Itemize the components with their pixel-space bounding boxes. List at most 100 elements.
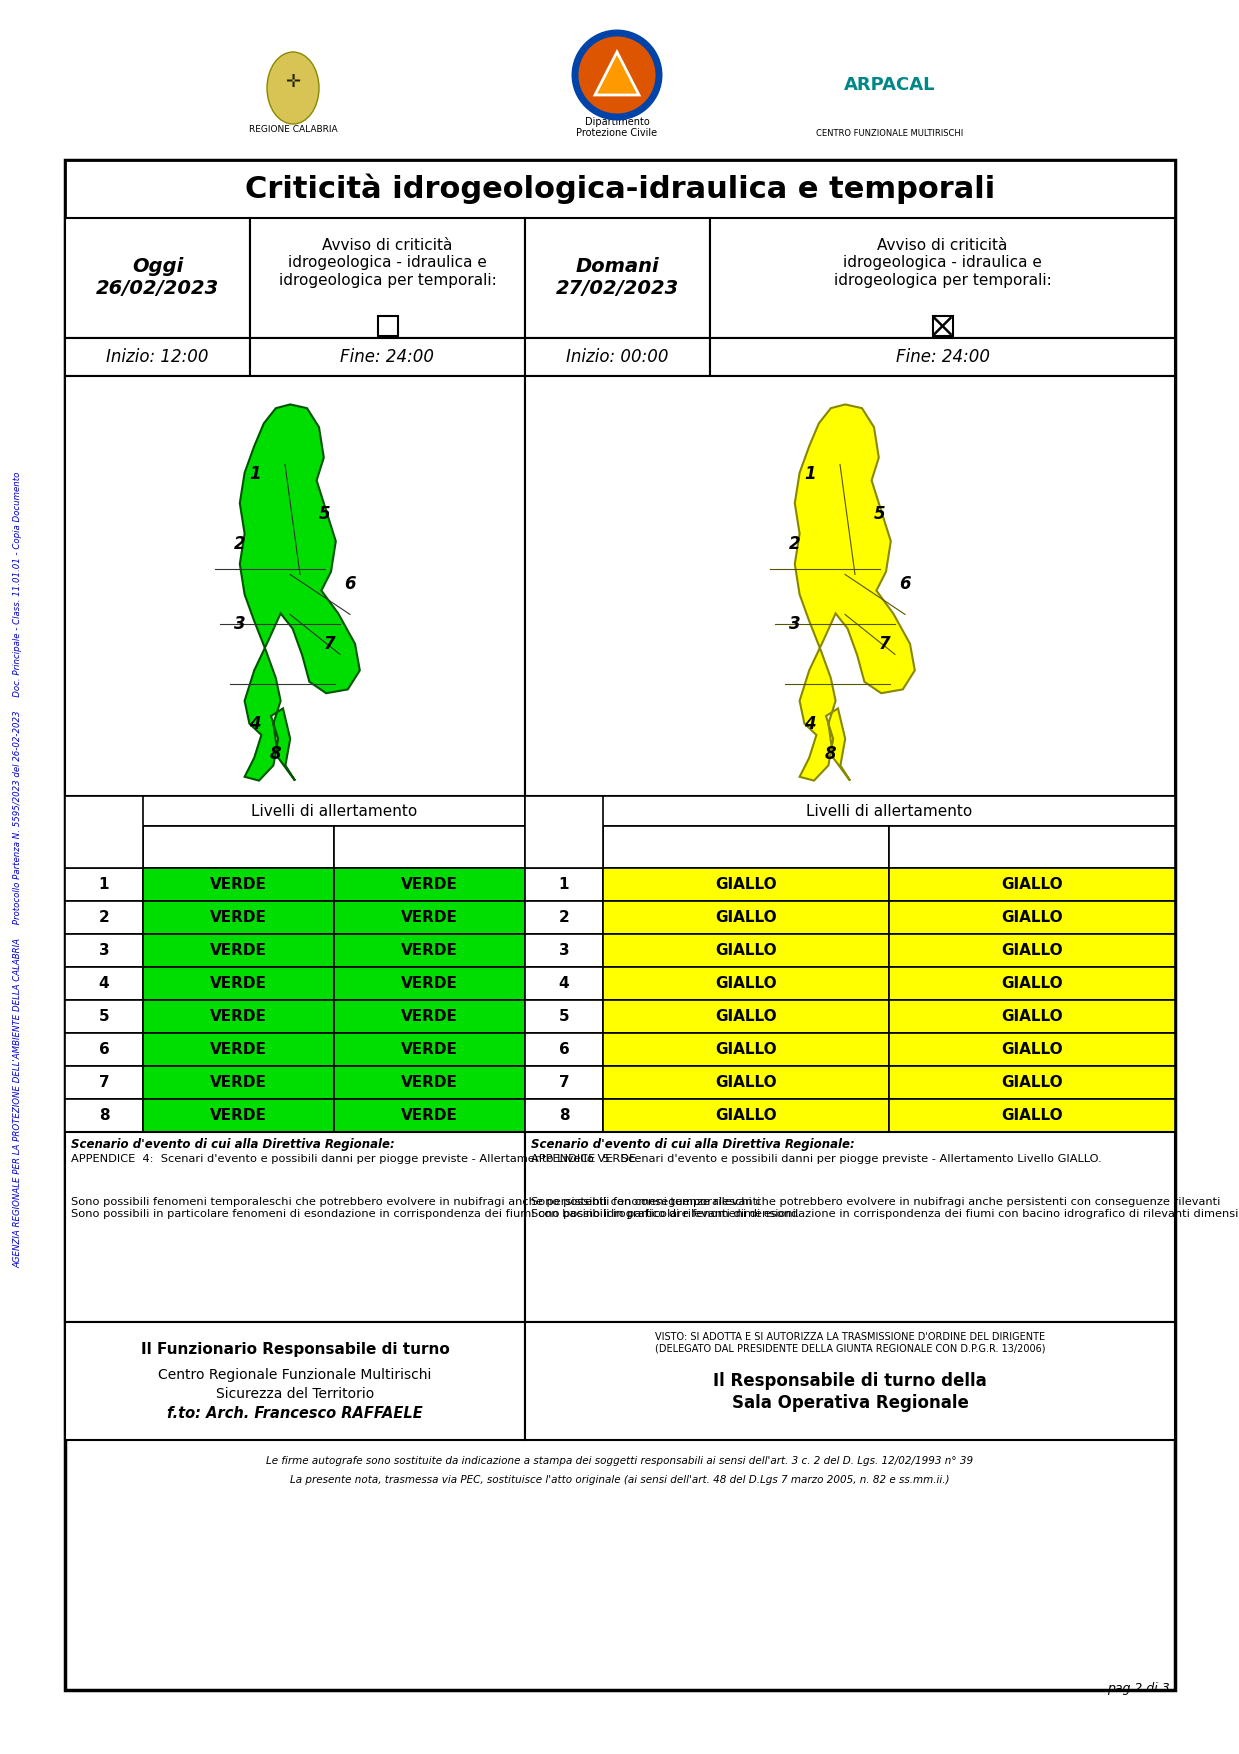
Polygon shape xyxy=(595,53,639,95)
Bar xyxy=(64,160,1175,217)
Text: Idrogeologico
Idraulico: Idrogeologico Idraulico xyxy=(987,833,1077,861)
Bar xyxy=(933,316,953,337)
Text: VERDE: VERDE xyxy=(211,877,266,893)
Bar xyxy=(335,933,525,966)
Text: 7: 7 xyxy=(325,635,336,654)
Bar xyxy=(64,1131,525,1323)
Text: ZONA: ZONA xyxy=(82,824,126,838)
Text: Sono possibili fenomeni temporaleschi che potrebbero evolvere in nubifragi anche: Sono possibili fenomeni temporaleschi ch… xyxy=(71,1196,799,1219)
Circle shape xyxy=(581,39,653,111)
Bar xyxy=(142,1066,335,1100)
Text: VERDE: VERDE xyxy=(401,1042,458,1058)
Text: GIALLO: GIALLO xyxy=(1001,975,1063,991)
Bar xyxy=(525,217,710,339)
Bar xyxy=(142,1033,335,1066)
Text: ZONA: ZONA xyxy=(541,824,586,838)
Text: 8: 8 xyxy=(824,745,836,763)
Text: 1: 1 xyxy=(99,877,109,893)
Text: 5: 5 xyxy=(559,1009,569,1024)
Text: 1: 1 xyxy=(804,465,815,484)
Text: pag 2 di 3: pag 2 di 3 xyxy=(1108,1682,1170,1694)
Text: 8: 8 xyxy=(559,1109,569,1123)
Text: Oggi
26/02/2023: Oggi 26/02/2023 xyxy=(95,258,219,298)
Text: Livelli di allertamento: Livelli di allertamento xyxy=(250,803,418,819)
Bar xyxy=(64,933,142,966)
Bar xyxy=(525,1033,603,1066)
Text: CENTRO FUNZIONALE MULTIRISCHI: CENTRO FUNZIONALE MULTIRISCHI xyxy=(817,128,964,137)
Text: VERDE: VERDE xyxy=(211,1042,266,1058)
Text: 7: 7 xyxy=(880,635,891,654)
Text: Il Funzionario Responsabile di turno: Il Funzionario Responsabile di turno xyxy=(140,1342,450,1358)
Text: 1: 1 xyxy=(559,877,569,893)
Bar xyxy=(890,1033,1175,1066)
Bar xyxy=(890,902,1175,933)
Text: Scenario d'evento di cui alla Direttiva Regionale:: Scenario d'evento di cui alla Direttiva … xyxy=(71,1138,395,1151)
Text: GIALLO: GIALLO xyxy=(1001,1042,1063,1058)
Text: 1: 1 xyxy=(249,465,261,484)
Bar xyxy=(890,933,1175,966)
Text: Scenario d'evento di cui alla Direttiva Regionale:: Scenario d'evento di cui alla Direttiva … xyxy=(532,1138,855,1151)
Text: Domani
27/02/2023: Domani 27/02/2023 xyxy=(556,258,679,298)
Bar xyxy=(890,966,1175,1000)
Text: Idrogeologico
Idraulico: Idrogeologico Idraulico xyxy=(384,833,475,861)
Bar xyxy=(525,796,1175,826)
Bar xyxy=(525,902,603,933)
Text: 5: 5 xyxy=(320,505,331,523)
Text: VERDE: VERDE xyxy=(211,910,266,924)
Text: APPENDICE  4:  Scenari d'evento e possibili danni per piogge previste - Allertam: APPENDICE 4: Scenari d'evento e possibil… xyxy=(71,1154,639,1165)
Text: 7: 7 xyxy=(99,1075,109,1089)
Bar xyxy=(378,316,398,337)
Text: GIALLO: GIALLO xyxy=(1001,1075,1063,1089)
Bar xyxy=(250,339,525,375)
Bar xyxy=(64,1100,142,1131)
Bar xyxy=(64,902,142,933)
Bar xyxy=(64,1000,142,1033)
Text: 2: 2 xyxy=(234,535,245,554)
Text: GIALLO: GIALLO xyxy=(715,1009,777,1024)
Text: Fine: 24:00: Fine: 24:00 xyxy=(896,347,990,367)
Text: 3: 3 xyxy=(234,616,245,633)
Bar xyxy=(525,339,710,375)
Bar xyxy=(890,1066,1175,1100)
Bar xyxy=(335,966,525,1000)
Text: GIALLO: GIALLO xyxy=(715,1075,777,1089)
Bar xyxy=(603,1100,890,1131)
Text: 8: 8 xyxy=(269,745,281,763)
Bar xyxy=(335,1000,525,1033)
Text: VERDE: VERDE xyxy=(401,1075,458,1089)
Bar xyxy=(603,1033,890,1066)
Text: VISTO: SI ADOTTA E SI AUTORIZZA LA TRASMISSIONE D'ORDINE DEL DIRIGENTE
(DELEGATO: VISTO: SI ADOTTA E SI AUTORIZZA LA TRASM… xyxy=(654,1331,1046,1354)
Bar xyxy=(142,1100,335,1131)
Bar xyxy=(142,826,335,868)
Text: VERDE: VERDE xyxy=(211,975,266,991)
Bar xyxy=(525,1323,1175,1440)
Text: 4: 4 xyxy=(99,975,109,991)
Bar xyxy=(525,796,603,868)
Text: Dipartimento: Dipartimento xyxy=(585,118,649,126)
Bar xyxy=(710,217,1175,339)
Text: Criticità idrogeologica-idraulica e temporali: Criticità idrogeologica-idraulica e temp… xyxy=(245,174,995,203)
Text: REGIONE CALABRIA: REGIONE CALABRIA xyxy=(249,126,337,135)
Text: Il Responsabile di turno della: Il Responsabile di turno della xyxy=(714,1372,987,1389)
Text: VERDE: VERDE xyxy=(211,1009,266,1024)
Bar xyxy=(64,217,250,339)
Bar xyxy=(64,375,525,796)
Text: 8: 8 xyxy=(99,1109,109,1123)
Text: Idrogeologico per
temporali: Idrogeologico per temporali xyxy=(688,833,804,861)
Bar xyxy=(603,902,890,933)
Text: GIALLO: GIALLO xyxy=(715,944,777,958)
Text: GIALLO: GIALLO xyxy=(715,1042,777,1058)
Bar xyxy=(603,826,890,868)
Bar xyxy=(64,339,250,375)
Text: GIALLO: GIALLO xyxy=(715,910,777,924)
Bar xyxy=(142,902,335,933)
Ellipse shape xyxy=(266,53,318,125)
Bar xyxy=(525,966,603,1000)
Bar xyxy=(64,966,142,1000)
Text: VERDE: VERDE xyxy=(401,975,458,991)
Bar xyxy=(64,160,1175,1691)
Bar xyxy=(64,1323,525,1440)
Text: 2: 2 xyxy=(559,910,570,924)
Text: 6: 6 xyxy=(900,575,911,593)
Text: VERDE: VERDE xyxy=(401,910,458,924)
